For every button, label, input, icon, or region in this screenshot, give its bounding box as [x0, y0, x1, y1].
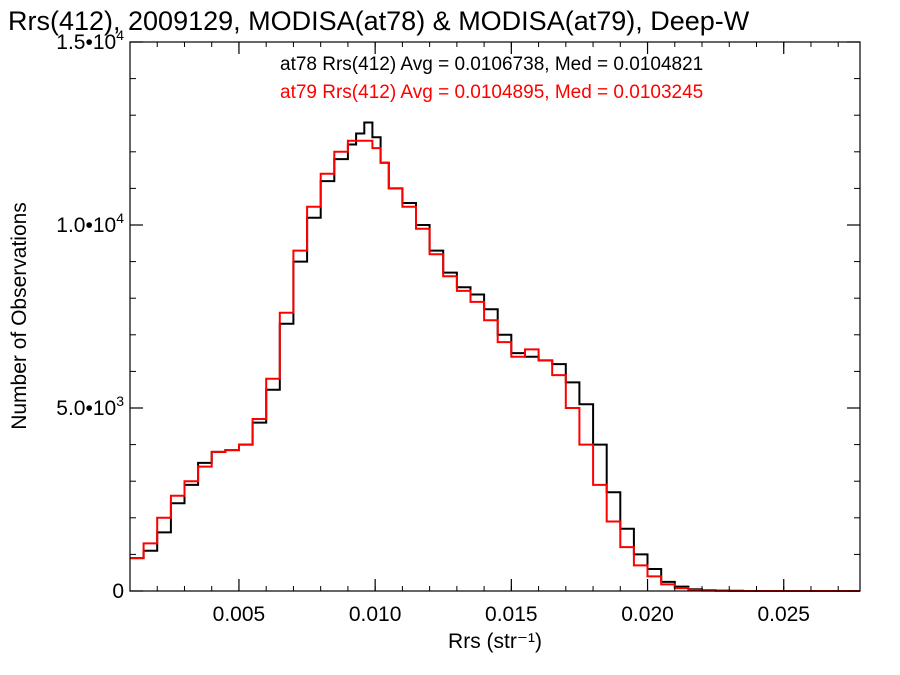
y-tick-label: 1.0•104 [56, 210, 124, 237]
x-axis-label: Rrs (str⁻¹) [448, 630, 542, 653]
x-tick-label: 0.010 [349, 603, 402, 626]
y-axis-label: Number of Observations [8, 202, 31, 430]
series-line-at78 [130, 121, 860, 592]
x-tick-label: 0.015 [485, 603, 538, 626]
y-tick-label: 0 [112, 580, 124, 603]
plot-frame [129, 41, 861, 592]
series-line-at79 [130, 139, 860, 592]
chart-title: Rrs(412), 2009129, MODISA(at78) & MODISA… [8, 6, 750, 36]
legend-at79: at79 Rrs(412) Avg = 0.0104895, Med = 0.0… [280, 82, 703, 103]
y-tick-label: 5.0•103 [56, 393, 124, 420]
axis-ticks: 0.005 0.010 0.015 0.020 0.025 0 5.0•103 1.0•104… [56, 27, 860, 626]
x-tick-label: 0.020 [621, 603, 674, 626]
y-tick-label: 1.5•104 [56, 27, 124, 54]
x-tick-label: 0.005 [213, 603, 266, 626]
x-tick-label: 0.025 [757, 603, 810, 626]
plot-marks [130, 121, 860, 592]
legend-at78: at78 Rrs(412) Avg = 0.0106738, Med = 0.0… [280, 54, 703, 75]
